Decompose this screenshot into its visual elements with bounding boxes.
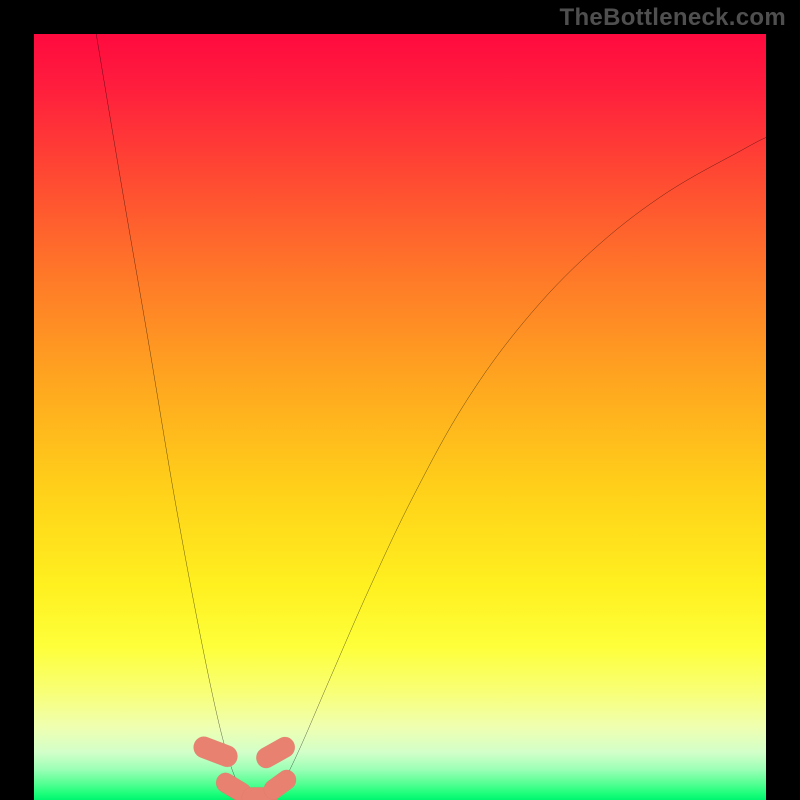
gradient-background — [34, 34, 766, 800]
watermark-text: TheBottleneck.com — [560, 4, 786, 32]
chart-container: TheBottleneck.com — [0, 0, 800, 800]
plot-area — [34, 34, 766, 800]
chart-svg — [34, 34, 766, 800]
